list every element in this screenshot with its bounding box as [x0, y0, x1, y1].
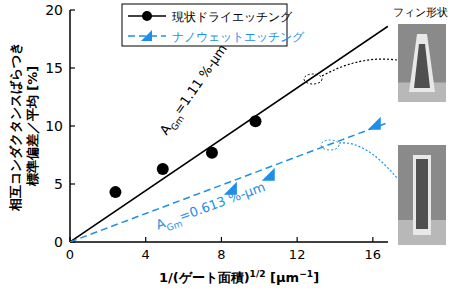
- y-tick-label: 0: [54, 234, 63, 250]
- x-tick: [372, 237, 373, 242]
- legend-label: ナノウェットエッチング: [172, 30, 305, 44]
- data-point: [157, 163, 169, 175]
- y-tick: [70, 9, 75, 10]
- fin-shape: [413, 155, 431, 235]
- text-part: =0.613 %-μm: [177, 179, 267, 224]
- x-tick: [297, 237, 298, 242]
- data-point: [250, 115, 262, 127]
- fit-line: [70, 123, 388, 242]
- x-tick-label: 4: [142, 247, 150, 262]
- x-tick-label: 0: [66, 247, 74, 262]
- fin-core: [416, 159, 428, 229]
- plot-marks: [70, 26, 388, 242]
- data-point: [262, 168, 275, 181]
- data-point: [368, 117, 381, 130]
- y-axis-label: 標準偏差／平均 [%]: [25, 66, 40, 187]
- legend-marker: [142, 11, 152, 21]
- text-part: Gm: [169, 114, 186, 133]
- y-tick: [70, 67, 75, 68]
- callout-line: [339, 143, 397, 178]
- annotation: AGm=1.11 %-μm: [157, 41, 234, 139]
- legend-label: 現状ドライエッチング: [172, 10, 293, 24]
- y-tick: [70, 125, 75, 126]
- y-tick-label: 10: [45, 118, 63, 134]
- text-part: 1/(ゲート面積): [159, 270, 250, 285]
- fin-shape: [409, 34, 435, 92]
- chart: 0 4 8 12 16 0 5 10 15 20 1/(ゲート面積)1/2 [μm−1] 相互コンダク…: [0, 0, 450, 290]
- x-tick-label: 16: [365, 247, 382, 262]
- callout-line: [322, 59, 397, 76]
- y-axis-label: 相互コンダクタンスばらつき: [8, 42, 23, 212]
- callout-ellipse: [304, 74, 322, 84]
- y-tick: [70, 183, 75, 184]
- annotation: AGm=0.613 %-μm: [154, 179, 269, 236]
- x-tick: [221, 237, 222, 242]
- x-tick-label: 8: [217, 247, 225, 262]
- text-part: 1/2: [250, 269, 266, 279]
- fin-core: [414, 44, 430, 88]
- x-tick: [145, 237, 146, 242]
- y-tick-label: 20: [45, 2, 63, 18]
- text-part: −1: [299, 269, 313, 279]
- data-point: [109, 186, 121, 198]
- text-part: [μm: [266, 270, 300, 285]
- y-tick-label: 15: [45, 60, 63, 76]
- fin-photo: [398, 145, 446, 245]
- data-point: [206, 147, 218, 159]
- y-tick-label: 5: [54, 176, 63, 192]
- inset-title: フィン形状: [393, 6, 448, 19]
- text-part: ]: [313, 270, 319, 285]
- fit-line: [70, 26, 388, 242]
- x-axis: [70, 241, 388, 243]
- fin-photo: [398, 24, 446, 102]
- legend-marker: [141, 30, 152, 41]
- text-part: =1.11 %-μm: [171, 41, 230, 117]
- x-axis-label: 1/(ゲート面積)1/2 [μm−1]: [159, 269, 319, 285]
- callout-ellipse: [321, 140, 339, 150]
- x-tick-label: 12: [289, 247, 306, 262]
